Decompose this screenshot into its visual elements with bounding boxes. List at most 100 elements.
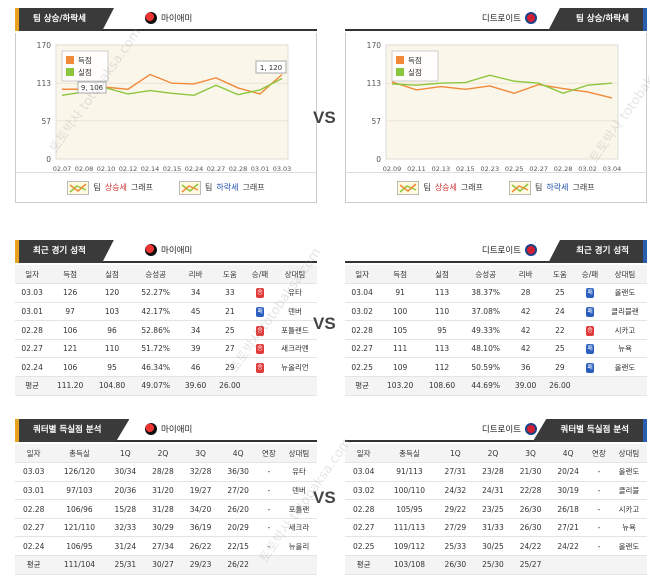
table-cell: 49.07% (132, 376, 179, 396)
left-recent-tab: 최근 경기 성적 (15, 240, 114, 263)
table-cell: 44.69% (462, 376, 509, 396)
table-cell: 30/25 (474, 536, 512, 557)
table-cell: 27 (212, 339, 247, 359)
legend-fall-button[interactable]: 팀 하락세 그래프 (509, 180, 595, 195)
table-cell: 덴버 (280, 481, 317, 501)
column-header: 상대팀 (602, 265, 647, 285)
table-cell: 시카고 (602, 320, 647, 340)
table-cell: - (586, 481, 611, 501)
column-header: 일자 (15, 265, 50, 285)
table-cell: 23/28 (474, 462, 512, 482)
table-cell: 포틀랜드 (272, 320, 317, 340)
pistons-logo-icon (525, 423, 537, 435)
x-tick-label: 02.28 (554, 165, 573, 173)
table-cell: 25/30 (474, 555, 512, 575)
table-cell: 121 (49, 339, 92, 359)
table-cell: 97 (49, 302, 92, 322)
table-cell: 뉴욕 (610, 518, 647, 538)
column-header: 득점 (49, 265, 92, 285)
table-cell: 21 (212, 302, 247, 322)
right-recent-panel: 디트로이트 최근 경기 성적 일자 득점 실점 승성공 리바 도움 승/패 상대팀 03.04 9… (345, 240, 647, 400)
x-tick-label: 02.15 (456, 165, 475, 173)
table-cell (280, 555, 317, 575)
table-cell: 31/28 (144, 499, 182, 519)
table-row: 02.27 121 110 51.72% 39 27 승 새크라멘 (15, 339, 317, 359)
x-tick-label: 02.28 (229, 165, 248, 173)
table-cell: 24/31 (474, 481, 512, 501)
x-tick-label: 02.10 (97, 165, 116, 173)
table-cell: 105 (379, 320, 422, 340)
table-cell: 20/24 (549, 462, 587, 482)
x-tick-label: 03.03 (273, 165, 292, 173)
right-recent-table: 일자 득점 실점 승성공 리바 도움 승/패 상대팀 03.04 91 113 38.37% 28 25 패… (345, 265, 647, 396)
table-cell: 평균 (15, 555, 53, 575)
table-cell: 26/30 (511, 499, 550, 519)
table-row: 03.04 91/113 27/31 23/28 21/30 20/24- 올랜도 (345, 462, 647, 482)
table-row: 03.01 97 103 42.17% 45 21 패 덴버 (15, 302, 317, 322)
table-cell: 52.86% (132, 320, 179, 340)
table-cell: 111 (379, 339, 422, 359)
table-cell: 03.03 (15, 283, 50, 303)
heat-logo-icon (145, 12, 157, 24)
loss-badge: 패 (585, 288, 594, 299)
table-cell: 28 (508, 283, 543, 303)
table-cell: 39.00 (508, 376, 543, 396)
table-row: 02.24 106/95 31/24 27/34 26/22 22/15- 뉴올리 (15, 536, 317, 557)
column-header: 1Q (436, 444, 475, 464)
table-cell: 46 (178, 357, 213, 378)
table-cell: 03.04 (345, 283, 380, 303)
x-tick-label: 02.27 (207, 165, 226, 173)
win-badge: 승 (255, 362, 264, 373)
legend-rise-button[interactable]: 팀 상승세 그래프 (397, 180, 483, 195)
table-cell: 평균 (15, 376, 50, 396)
table-cell: 37.08% (462, 302, 509, 322)
table-cell: 50.59% (462, 357, 509, 378)
table-cell: 42 (508, 339, 543, 359)
x-tick-label: 02.27 (529, 165, 548, 173)
vs-label-1: VS (313, 108, 336, 127)
table-cell: - (256, 518, 281, 538)
table-cell: 02.25 (345, 536, 383, 557)
table-cell: 패 (576, 339, 603, 359)
table-cell: - (586, 536, 611, 557)
legend-label: 득점 (78, 55, 92, 65)
table-cell (549, 555, 587, 575)
table-cell: 19/27 (181, 481, 220, 501)
table-header-row: 일자 총득실 1Q 2Q 3Q 4Q 연장 상대팀 (15, 444, 317, 464)
right-quarter-tab: 쿼터별 득실점 분석 (532, 419, 647, 442)
table-cell: 120 (91, 283, 133, 303)
legend-rise-button[interactable]: 팀 상승세 그래프 (67, 180, 153, 195)
right-trend-header: 디트로이트 팀 상승/하락세 (345, 8, 647, 31)
table-row: 02.27 111 113 48.10% 42 25 패 뉴욕 (345, 339, 647, 359)
column-header: 3Q (181, 444, 220, 464)
table-header-row: 일자 총득실 1Q 2Q 3Q 4Q 연장 상대팀 (345, 444, 647, 464)
table-cell: 02.24 (15, 536, 53, 557)
column-header: 일자 (345, 265, 380, 285)
table-cell: 26/18 (549, 499, 587, 519)
table-cell: 새크라멘 (272, 339, 317, 359)
table-cell: 91/113 (382, 462, 437, 482)
table-cell: 24/22 (549, 536, 587, 557)
column-header: 연장 (256, 444, 281, 464)
column-header: 상대팀 (610, 444, 647, 464)
column-header: 도움 (542, 265, 577, 285)
table-cell: 103.20 (379, 376, 422, 396)
x-tick-label: 02.24 (185, 165, 204, 173)
table-cell: 유타 (272, 283, 317, 303)
table-cell: 97/103 (52, 481, 107, 501)
table-cell: - (256, 536, 281, 557)
table-cell: 25/31 (106, 555, 145, 575)
table-cell: 26/20 (219, 499, 257, 519)
left-quarter-tab: 쿼터별 득실점 분석 (15, 419, 130, 442)
table-cell: 106/95 (52, 536, 107, 557)
table-row: 02.25 109 112 50.59% 36 29 패 올랜도 (345, 357, 647, 378)
legend-fall-button[interactable]: 팀 하락세 그래프 (179, 180, 265, 195)
table-cell: 패 (246, 302, 273, 322)
left-quarter-table: 일자 총득실 1Q 2Q 3Q 4Q 연장 상대팀 03.03 126/120 30/34 28/28… (15, 444, 317, 575)
win-badge: 승 (255, 325, 264, 336)
table-cell: 106 (49, 320, 92, 340)
x-tick-label: 03.04 (603, 165, 622, 173)
table-cell: 31/20 (144, 481, 182, 501)
table-cell: 52.27% (132, 283, 179, 303)
table-cell: 33 (212, 283, 247, 303)
